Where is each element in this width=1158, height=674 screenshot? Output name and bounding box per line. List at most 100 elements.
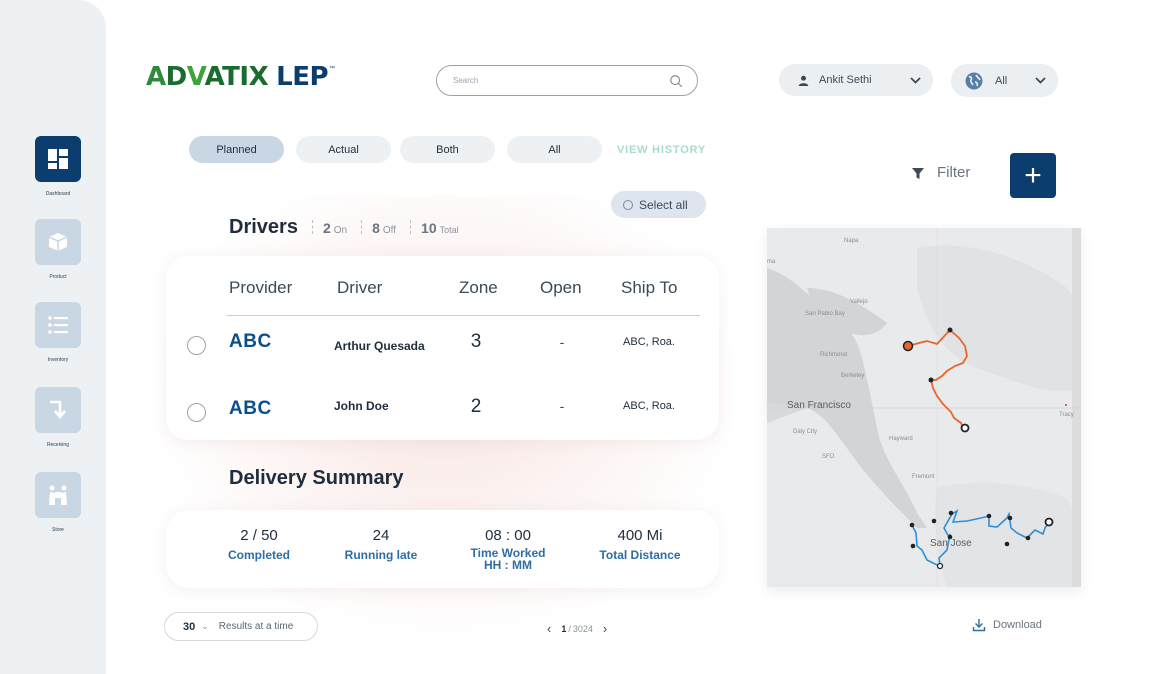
route-stop[interactable] <box>910 543 916 549</box>
route-stop[interactable] <box>928 377 934 383</box>
metric-time-worked: 08 : 00 Time Worked HH : MM <box>458 527 558 571</box>
drivers-header: Drivers 2 On 8 Off 10 Total <box>229 216 459 239</box>
store-tile[interactable] <box>35 472 81 518</box>
cell-zone: 3 <box>470 331 482 352</box>
route-stop[interactable] <box>1044 517 1054 527</box>
route-north <box>907 328 968 429</box>
column-header-zone[interactable]: Zone <box>459 278 498 297</box>
region-value: All <box>995 74 1008 87</box>
view-history-link[interactable]: VIEW HISTORY <box>617 144 707 156</box>
globe-icon <box>965 72 983 89</box>
cell-provider: ABC <box>229 331 272 352</box>
map-label: Fremont <box>912 474 935 480</box>
logo-trademark: ™ <box>329 66 336 72</box>
cell-ship-to: ABC, Roa. <box>623 400 675 412</box>
column-header-provider[interactable]: Provider <box>229 278 293 297</box>
column-header-ship-to[interactable]: Ship To <box>621 278 678 297</box>
sidebar-label: Product <box>49 274 67 280</box>
route-stop[interactable] <box>909 522 915 528</box>
route-stop[interactable] <box>1004 541 1010 547</box>
tab-both[interactable]: Both <box>400 136 495 163</box>
logo-letter: V <box>186 62 205 92</box>
map-label: San Pablo Bay <box>805 311 845 317</box>
metric-value: 2 / 50 <box>240 527 278 544</box>
map-marker <box>1065 404 1067 406</box>
sidebar-item-receiving[interactable]: Receiving <box>35 387 81 448</box>
arrow-down-right-icon <box>50 400 66 420</box>
chevron-down-icon <box>910 76 921 84</box>
route-stop[interactable] <box>948 510 954 516</box>
route-stop[interactable] <box>986 513 992 519</box>
summary-card <box>166 510 719 588</box>
product-tile[interactable] <box>35 219 81 265</box>
filter-button[interactable]: Filter <box>911 164 970 181</box>
add-button[interactable]: + <box>1010 153 1056 198</box>
results-per-page-select[interactable]: 30 ⌄ Results at a time <box>164 612 318 641</box>
receiving-tile[interactable] <box>35 387 81 433</box>
download-icon <box>972 619 986 632</box>
sidebar-item-product[interactable]: Product <box>35 219 81 280</box>
route-stop[interactable] <box>902 340 914 352</box>
column-header-open[interactable]: Open <box>540 278 582 297</box>
page-total: 3024 <box>572 623 593 634</box>
route-stop[interactable] <box>931 518 937 524</box>
column-header-driver[interactable]: Driver <box>337 278 383 297</box>
metric-label: Running late <box>344 548 418 562</box>
filter-icon <box>912 167 924 179</box>
region-select[interactable]: All <box>951 64 1058 97</box>
sidebar-item-dashboard[interactable]: Dashboard <box>35 136 81 197</box>
drivers-off-stat: 8 Off <box>361 220 396 236</box>
route-stop[interactable] <box>947 534 953 540</box>
select-all-label: Select all <box>639 197 688 212</box>
download-label: Download <box>993 619 1042 631</box>
row-radio[interactable] <box>187 336 206 355</box>
route-map[interactable]: ma Napa Vallejo San Pablo Bay Richmond B… <box>767 228 1081 587</box>
on-count: 2 <box>322 220 331 236</box>
inventory-tile[interactable] <box>35 302 81 348</box>
search-input[interactable]: Search <box>436 65 698 96</box>
search-icon[interactable] <box>669 74 683 88</box>
metric-label: Completed <box>227 548 290 562</box>
logo-suffix: LEP <box>276 62 329 92</box>
chevron-left-icon[interactable]: ‹ <box>547 621 552 636</box>
map-label: San Jose <box>930 538 972 549</box>
sidebar-label: Receiving <box>47 442 69 448</box>
sidebar-item-inventory[interactable]: Inventory <box>35 302 81 363</box>
sidebar-label: Inventory <box>47 357 69 363</box>
map-canvas <box>767 228 1081 587</box>
chevron-down-icon <box>1035 77 1046 84</box>
drivers-table <box>166 256 719 440</box>
sidebar-item-store[interactable]: Store <box>35 472 81 533</box>
on-label: On <box>333 225 348 236</box>
route-stop[interactable] <box>947 327 953 333</box>
route-stop[interactable] <box>936 562 944 570</box>
map-label: San Francisco <box>787 400 851 411</box>
route-stop[interactable] <box>1025 535 1031 541</box>
chevron-right-icon[interactable]: › <box>602 621 608 636</box>
route-stop[interactable] <box>1007 515 1013 521</box>
map-label: Richmond <box>820 352 848 358</box>
map-label: Berkeley <box>841 373 865 379</box>
brand-logo: ADVATIX LEP ™ <box>146 62 335 92</box>
select-all-button[interactable]: Select all <box>611 191 706 218</box>
metric-unit: HH : MM <box>484 558 532 572</box>
page-current: 1 <box>561 623 567 634</box>
dashboard-tile[interactable] <box>35 136 81 182</box>
metric-running-late: 24 Running late <box>331 527 431 562</box>
tab-actual[interactable]: Actual <box>296 136 391 163</box>
tab-planned[interactable]: Planned <box>189 136 284 163</box>
route-stop[interactable] <box>960 423 970 433</box>
cell-driver: John Doe <box>334 399 389 413</box>
download-button[interactable]: Download <box>972 618 1042 632</box>
header-divider <box>227 315 700 316</box>
cell-open: - <box>559 398 565 414</box>
tab-all[interactable]: All <box>507 136 602 163</box>
map-label: Tracy <box>1059 412 1074 418</box>
user-menu[interactable]: Ankit Sethi <box>779 64 933 96</box>
logo-letter: A <box>146 62 166 92</box>
logo-letters: ATIX <box>204 62 269 92</box>
row-radio[interactable] <box>187 403 206 422</box>
cell-provider: ABC <box>229 398 272 419</box>
logo-letter: D <box>165 62 188 92</box>
